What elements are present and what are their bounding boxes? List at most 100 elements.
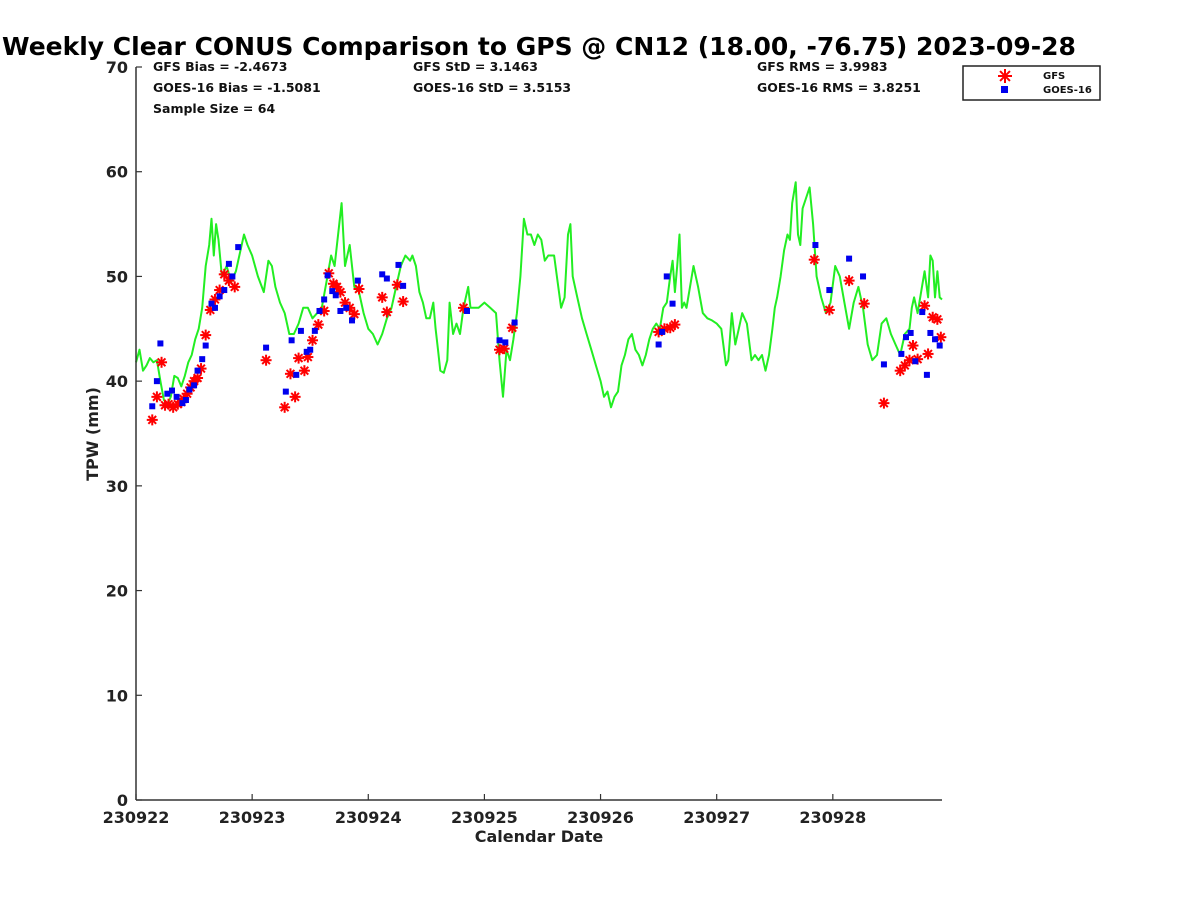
goes16-point: [912, 358, 919, 365]
gfs-point: [878, 397, 890, 409]
gfs-point: [808, 254, 820, 266]
goes16-point: [316, 307, 323, 314]
gfs-point: [381, 306, 393, 318]
goes16-point: [663, 273, 670, 280]
goes16-point: [812, 242, 819, 249]
y-tick-label: 20: [106, 582, 128, 601]
y-tick-label: 30: [106, 477, 128, 496]
x-tick-label: 230928: [799, 808, 866, 827]
goes16-point: [898, 350, 905, 357]
gfs-point: [229, 281, 241, 293]
goes16-point: [321, 296, 328, 303]
goes16-point: [923, 371, 930, 378]
gfs-series: [146, 254, 947, 426]
y-tick-label: 10: [106, 686, 128, 705]
y-tick-label: 70: [106, 58, 128, 77]
goes16-point: [164, 390, 171, 397]
x-tick-label: 230926: [567, 808, 634, 827]
gfs-point: [289, 391, 301, 403]
goes16-point: [354, 277, 361, 284]
stat-text: GFS RMS = 3.9983: [757, 59, 888, 74]
goes16-point: [496, 337, 503, 344]
goes16-point: [235, 244, 242, 251]
goes16-point: [669, 300, 676, 307]
goes16-point: [902, 334, 909, 341]
goes16-point: [293, 371, 300, 378]
goes16-point: [288, 337, 295, 344]
gfs-point: [843, 275, 855, 287]
goes16-point: [199, 356, 206, 363]
goes16-point: [307, 346, 314, 353]
goes16-point: [936, 342, 943, 349]
goes16-point: [383, 275, 390, 282]
goes16-point: [186, 386, 193, 393]
plot-area: [135, 181, 947, 426]
goes16-point: [225, 260, 232, 267]
goes16-point: [179, 400, 186, 407]
gfs-point: [494, 344, 506, 356]
goes16-point: [932, 336, 939, 343]
goes16-point: [153, 378, 160, 385]
gfs-point: [146, 414, 158, 426]
stat-text: GOES-16 Bias = -1.5081: [153, 80, 321, 95]
y-tick-label: 40: [106, 372, 128, 391]
goes16-point: [324, 272, 331, 279]
gfs-point: [298, 365, 310, 377]
x-tick-label: 230923: [219, 808, 286, 827]
goes16-point: [400, 282, 407, 289]
goes16-point: [221, 287, 228, 294]
gfs-point: [279, 401, 291, 413]
gfs-point: [907, 340, 919, 352]
x-ticks: 230922 230923 230924 230925 230926 230927 2309…: [103, 794, 866, 827]
goes16-point: [502, 339, 509, 346]
gfs-point: [823, 304, 835, 316]
axes: 0 10 20 30 40 50 60 70 230922 230923 230924 230925…: [103, 58, 942, 827]
y-tick-label: 50: [106, 267, 128, 286]
goes16-point: [337, 307, 344, 314]
goes16-point: [303, 348, 310, 355]
stats-block: GFS Bias = -2.4673 GOES-16 Bias = -1.5081…: [153, 59, 921, 116]
goes16-point: [149, 403, 156, 410]
legend-box: [962, 65, 1101, 101]
gfs-point: [260, 354, 272, 366]
x-tick-label: 230924: [335, 808, 402, 827]
gfs-point: [376, 291, 388, 303]
goes16-point: [511, 319, 518, 326]
goes16-point: [229, 273, 236, 280]
goes16-point: [826, 287, 833, 294]
goes16-point: [208, 300, 215, 307]
x-tick-label: 230925: [451, 808, 518, 827]
goes16-point: [655, 341, 662, 348]
goes16-point: [379, 271, 386, 278]
goes16-point: [263, 344, 270, 351]
goes16-point: [860, 273, 867, 280]
goes16-point: [202, 342, 209, 349]
goes16-point: [297, 327, 304, 334]
goes16-point: [919, 309, 926, 316]
x-tick-label: 230922: [103, 808, 170, 827]
gfs-point: [312, 319, 324, 331]
goes16-point: [169, 387, 176, 394]
y-axis-label: TPW (mm): [83, 387, 102, 481]
goes16-point: [659, 328, 666, 335]
goes16-point: [329, 288, 336, 295]
legend-gfs-marker: [998, 69, 1012, 83]
y-tick-label: 60: [106, 163, 128, 182]
goes16-point: [182, 396, 189, 403]
chart-title: Weekly Clear CONUS Comparison to GPS @ C…: [2, 32, 1076, 61]
gfs-point: [218, 268, 230, 280]
gfs-point: [669, 319, 681, 331]
stat-text: Sample Size = 64: [153, 101, 275, 116]
gfs-point: [293, 352, 305, 364]
goes16-series: [149, 242, 943, 410]
y-ticks: 0 10 20 30 40 50 60 70: [106, 58, 142, 810]
gfs-point: [307, 334, 319, 346]
gfs-point: [200, 329, 212, 341]
gfs-point: [391, 279, 403, 291]
legend-gfs-label: GFS: [1043, 71, 1065, 82]
gfs-point: [931, 313, 943, 325]
gfs-point: [192, 372, 204, 384]
stat-text: GFS StD = 3.1463: [413, 59, 538, 74]
gps-line-segment: [135, 181, 943, 409]
